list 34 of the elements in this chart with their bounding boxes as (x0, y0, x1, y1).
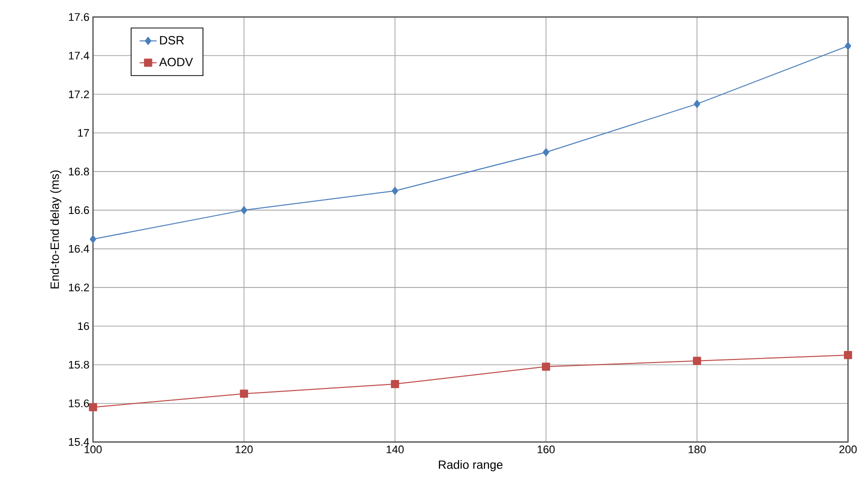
point (844, 42, 852, 50)
point (542, 148, 550, 156)
point (240, 390, 248, 398)
point (692, 356, 702, 365)
x-tick-label: 100 (84, 446, 102, 454)
y-tick-label: 15.4 (68, 438, 90, 446)
point (694, 100, 700, 108)
point (88, 403, 98, 412)
point (542, 362, 550, 371)
point (90, 235, 96, 244)
x-tick-label: 160 (538, 446, 555, 454)
y-axis-title: End-to-End delay (ms) (50, 170, 62, 288)
y-tick-label: 16.6 (68, 206, 89, 214)
x-axis-title: Radio range (438, 460, 503, 472)
y-tick-label: 16.2 (68, 284, 89, 292)
point (240, 206, 248, 214)
point (392, 186, 398, 195)
x-tick-label: 200 (839, 446, 857, 454)
y-tick-label: 15.6 (68, 399, 89, 408)
point (390, 380, 400, 388)
y-tick-label: 17.6 (68, 13, 89, 21)
x-tick-label: 140 (386, 446, 404, 454)
legend-label: DSR (160, 36, 184, 44)
y-tick-label: 17.4 (68, 52, 90, 60)
y-tick-label: 15.8 (68, 360, 89, 369)
point (844, 350, 852, 360)
y-tick-label: 16.4 (68, 244, 90, 253)
x-tick-label: 120 (236, 446, 253, 454)
y-tick-label: 16 (78, 322, 89, 330)
y-tick-label: 16.8 (68, 168, 89, 176)
y-tick-label: 17 (78, 129, 89, 137)
x-tick-label: 180 (688, 446, 706, 454)
legend-label: AODV (159, 58, 193, 66)
y-tick-label: 17.2 (68, 90, 89, 98)
